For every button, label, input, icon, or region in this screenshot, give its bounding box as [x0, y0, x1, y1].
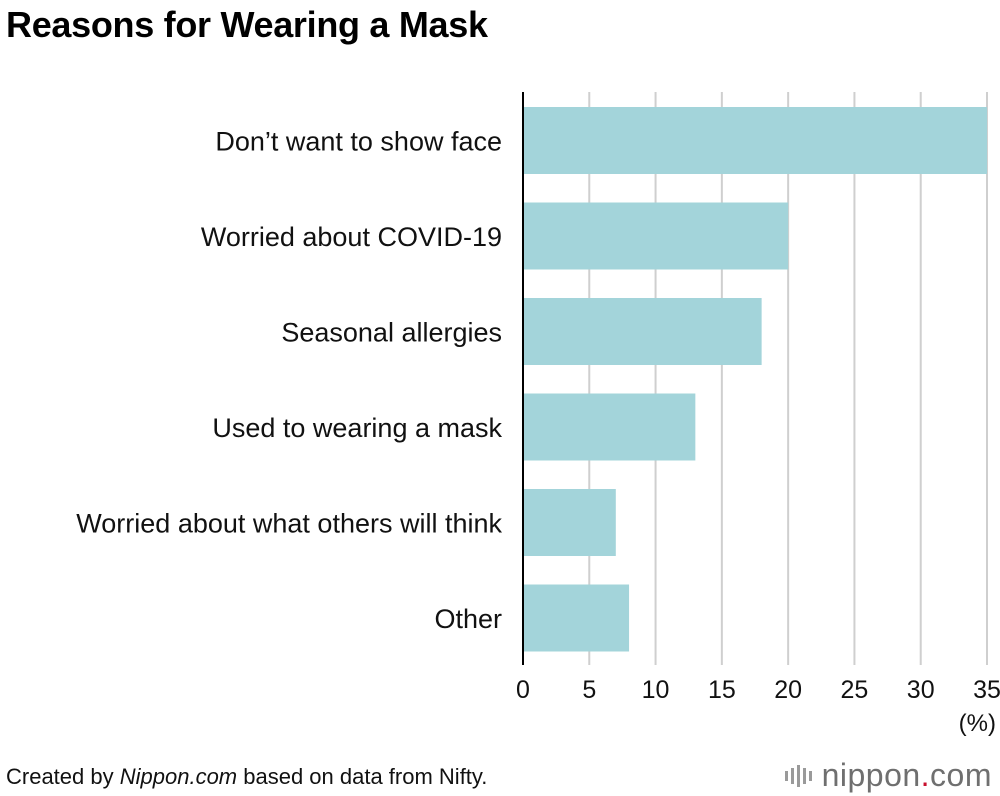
logo-dot: . — [920, 757, 931, 793]
category-label-1: Worried about COVID-19 — [201, 222, 502, 252]
bar-0 — [523, 107, 987, 174]
logo-name: nippon — [821, 757, 921, 793]
category-label-3: Used to wearing a mask — [212, 413, 502, 443]
credit-suffix: based on data from Nifty. — [237, 764, 488, 789]
tick-label-5: 5 — [582, 676, 596, 704]
logo-tld: com — [930, 757, 992, 793]
credit-site: Nippon.com — [119, 764, 238, 789]
tick-label-15: 15 — [708, 676, 736, 704]
tick-label-30: 30 — [907, 676, 935, 704]
bar-3 — [523, 393, 696, 461]
tick-label-10: 10 — [642, 676, 670, 704]
x-unit-label: (%) — [959, 710, 996, 737]
bars — [523, 107, 987, 652]
tick-label-35: 35 — [973, 676, 1000, 704]
bar-chart: Don’t want to show face Worried about COV… — [76, 92, 1000, 737]
nippon-logo-mark-icon — [784, 764, 812, 787]
source-credit: Created by Nippon.com based on data from… — [6, 764, 487, 790]
credit-prefix: Created by — [6, 764, 120, 789]
bar-5 — [523, 584, 630, 652]
category-label-5: Other — [434, 604, 502, 634]
chart-title: Reasons for Wearing a Mask — [6, 4, 488, 45]
category-labels: Don’t want to show face Worried about COV… — [76, 127, 502, 635]
logo-mark-bar — [802, 767, 806, 784]
tick-label-25: 25 — [841, 676, 869, 704]
nippon-logo: nippon.com — [784, 757, 992, 794]
bar-1 — [523, 202, 789, 270]
category-label-0: Don’t want to show face — [215, 127, 502, 157]
bar-4 — [523, 489, 616, 556]
grid-lines — [588, 92, 988, 665]
tick-label-0: 0 — [516, 676, 530, 704]
tick-label-20: 20 — [774, 676, 802, 704]
x-tick-labels: 0 5 10 15 20 25 30 35 — [516, 676, 1000, 704]
logo-mark-bar — [808, 770, 812, 781]
bar-2 — [523, 298, 762, 365]
logo-wordmark: nippon.com — [822, 757, 992, 794]
category-label-2: Seasonal allergies — [281, 318, 502, 348]
logo-mark-bar — [790, 767, 794, 784]
category-label-4: Worried about what others will think — [76, 509, 502, 539]
logo-mark-bar — [796, 764, 800, 787]
logo-mark-bar — [784, 770, 788, 781]
